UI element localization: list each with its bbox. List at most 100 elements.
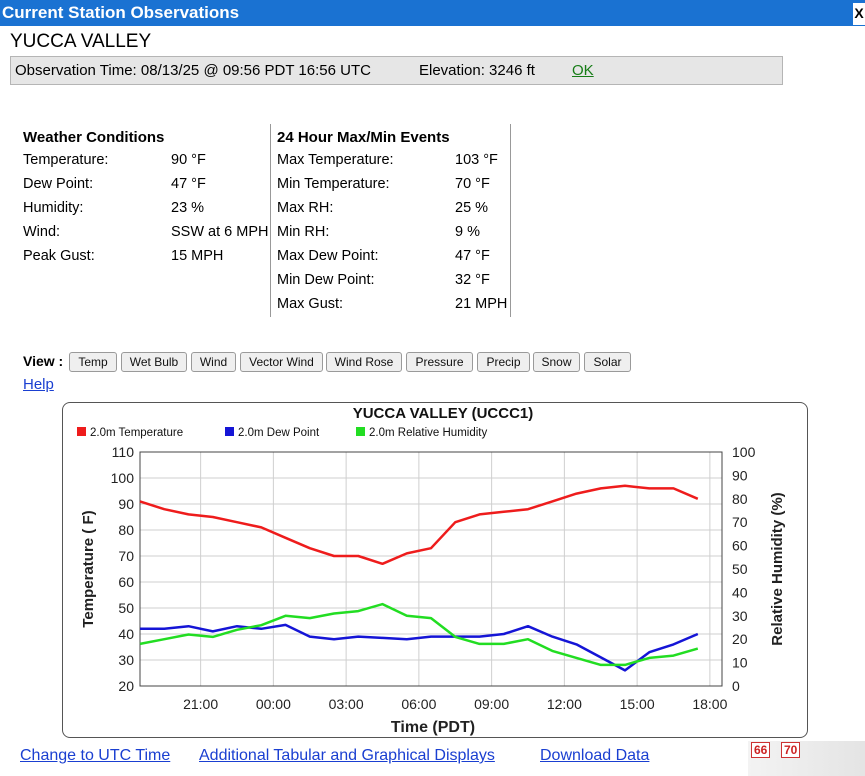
- cond-value: 90 °F: [171, 152, 206, 168]
- x-tick-label: 09:00: [474, 696, 509, 712]
- event-value: 103 °F: [455, 152, 498, 168]
- y2-tick-label: 70: [732, 514, 748, 530]
- cond-label: Dew Point:: [23, 176, 94, 192]
- download-data-link[interactable]: Download Data: [540, 747, 650, 764]
- y2-tick-label: 10: [732, 655, 748, 671]
- y-tick-label: 80: [118, 522, 134, 538]
- x-axis-label: Time (PDT): [391, 719, 475, 736]
- events-title: 24 Hour Max/Min Events: [277, 129, 450, 146]
- x-tick-label: 18:00: [692, 696, 727, 712]
- legend-swatch: [356, 427, 365, 436]
- observation-time: Observation Time: 08/13/25 @ 09:56 PDT 1…: [15, 62, 371, 79]
- y2-tick-label: 50: [732, 561, 748, 577]
- event-value: 32 °F: [455, 272, 490, 288]
- y-tick-label: 60: [118, 574, 134, 590]
- y-tick-label: 20: [118, 678, 134, 694]
- view-windrose-button[interactable]: Wind Rose: [326, 352, 402, 372]
- view-wetbulb-button[interactable]: Wet Bulb: [121, 352, 187, 372]
- series-line: [139, 602, 699, 667]
- divider: [270, 124, 271, 317]
- view-solar-button[interactable]: Solar: [584, 352, 631, 372]
- event-label: Max Temperature:: [277, 152, 394, 168]
- utc-time-link[interactable]: Change to UTC Time: [20, 747, 171, 764]
- close-button[interactable]: X: [853, 3, 865, 25]
- x-tick-label: 12:00: [547, 696, 582, 712]
- x-tick-label: 03:00: [329, 696, 364, 712]
- plot-area: [139, 451, 723, 687]
- y-tick-label: 100: [111, 470, 135, 486]
- elevation: Elevation: 3246 ft: [419, 62, 535, 79]
- y2-tick-label: 40: [732, 584, 748, 600]
- y-tick-label: 50: [118, 600, 134, 616]
- y2-tick-label: 60: [732, 538, 748, 554]
- y-tick-label: 110: [112, 444, 135, 460]
- legend-swatch: [225, 427, 234, 436]
- window-title: Current Station Observations: [2, 3, 240, 22]
- view-vectorwind-button[interactable]: Vector Wind: [240, 352, 323, 372]
- y-tick-label: 40: [118, 626, 134, 642]
- cond-label: Humidity:: [23, 200, 84, 216]
- x-tick-label: 21:00: [183, 696, 218, 712]
- cond-value: SSW at 6 MPH: [171, 224, 269, 240]
- y2-tick-label: 30: [732, 608, 748, 624]
- cond-label: Wind:: [23, 224, 61, 240]
- y-tick-label: 90: [118, 496, 134, 512]
- cond-value: 23 %: [171, 200, 205, 216]
- cond-label: Temperature:: [23, 152, 109, 168]
- event-label: Max Gust:: [277, 296, 344, 312]
- max-min-events: 24 Hour Max/Min Events Max Temperature: …: [277, 129, 507, 312]
- y2-tick-label: 100: [732, 444, 756, 460]
- y2-tick-label: 80: [732, 491, 748, 507]
- event-label: Max Dew Point:: [277, 248, 379, 264]
- view-pressure-button[interactable]: Pressure: [406, 352, 473, 372]
- event-value: 70 °F: [455, 176, 490, 192]
- map-badge: 70: [781, 742, 801, 758]
- y2-tick-label: 0: [732, 678, 740, 694]
- y2-tick-label: 20: [732, 631, 748, 647]
- event-label: Min Dew Point:: [277, 272, 375, 288]
- view-label: View :: [23, 353, 64, 369]
- cond-label: Peak Gust:: [23, 248, 95, 264]
- ok-link[interactable]: OK: [572, 62, 594, 79]
- conditions-title: Weather Conditions: [23, 129, 165, 146]
- x-tick-label: 00:00: [256, 696, 291, 712]
- cond-value: 47 °F: [171, 176, 206, 192]
- weather-conditions: Weather Conditions Temperature: 90 °F De…: [23, 129, 269, 264]
- divider: [510, 124, 511, 317]
- additional-displays-link[interactable]: Additional Tabular and Graphical Display…: [199, 747, 495, 764]
- x-tick-label: 15:00: [620, 696, 655, 712]
- chart-frame: [62, 402, 808, 738]
- y2-tick-label: 90: [732, 467, 748, 483]
- observation-bar: Observation Time: 08/13/25 @ 09:56 PDT 1…: [10, 56, 783, 85]
- window-titlebar: Current Station Observations X: [0, 0, 865, 26]
- observation-chart: YUCCA VALLEY (UCCC1) 2.0m Temperature 2.0m…: [77, 405, 786, 736]
- chart-title: YUCCA VALLEY (UCCC1): [353, 405, 534, 422]
- legend-label: 2.0m Relative Humidity: [369, 427, 487, 439]
- event-value: 21 MPH: [455, 296, 508, 312]
- event-label: Min Temperature:: [277, 176, 390, 192]
- map-badge: 66: [751, 742, 771, 758]
- view-wind-button[interactable]: Wind: [191, 352, 236, 372]
- series-line: [139, 484, 699, 566]
- legend-label: 2.0m Dew Point: [238, 427, 320, 439]
- y-tick-label: 30: [118, 652, 134, 668]
- x-tick-label: 06:00: [401, 696, 436, 712]
- footer: [0, 745, 865, 776]
- event-value: 47 °F: [455, 248, 490, 264]
- help-link[interactable]: Help: [23, 376, 54, 393]
- event-value: 25 %: [455, 200, 489, 216]
- y-tick-label: 70: [118, 548, 134, 564]
- view-snow-button[interactable]: Snow: [533, 352, 580, 372]
- event-label: Max RH:: [277, 200, 334, 216]
- series-line: [140, 623, 699, 672]
- event-label: Min RH:: [277, 224, 330, 240]
- event-value: 9 %: [455, 224, 480, 240]
- y-axis-label: Temperature ( F): [80, 510, 97, 627]
- cond-value: 15 MPH: [171, 248, 224, 264]
- view-temp-button[interactable]: Temp: [69, 352, 117, 372]
- view-precip-button[interactable]: Precip: [477, 352, 530, 372]
- station-name: YUCCA VALLEY: [10, 31, 152, 52]
- legend-label: 2.0m Temperature: [90, 427, 183, 439]
- legend-swatch: [77, 427, 86, 436]
- y2-axis-label: Relative Humidity (%): [769, 492, 786, 645]
